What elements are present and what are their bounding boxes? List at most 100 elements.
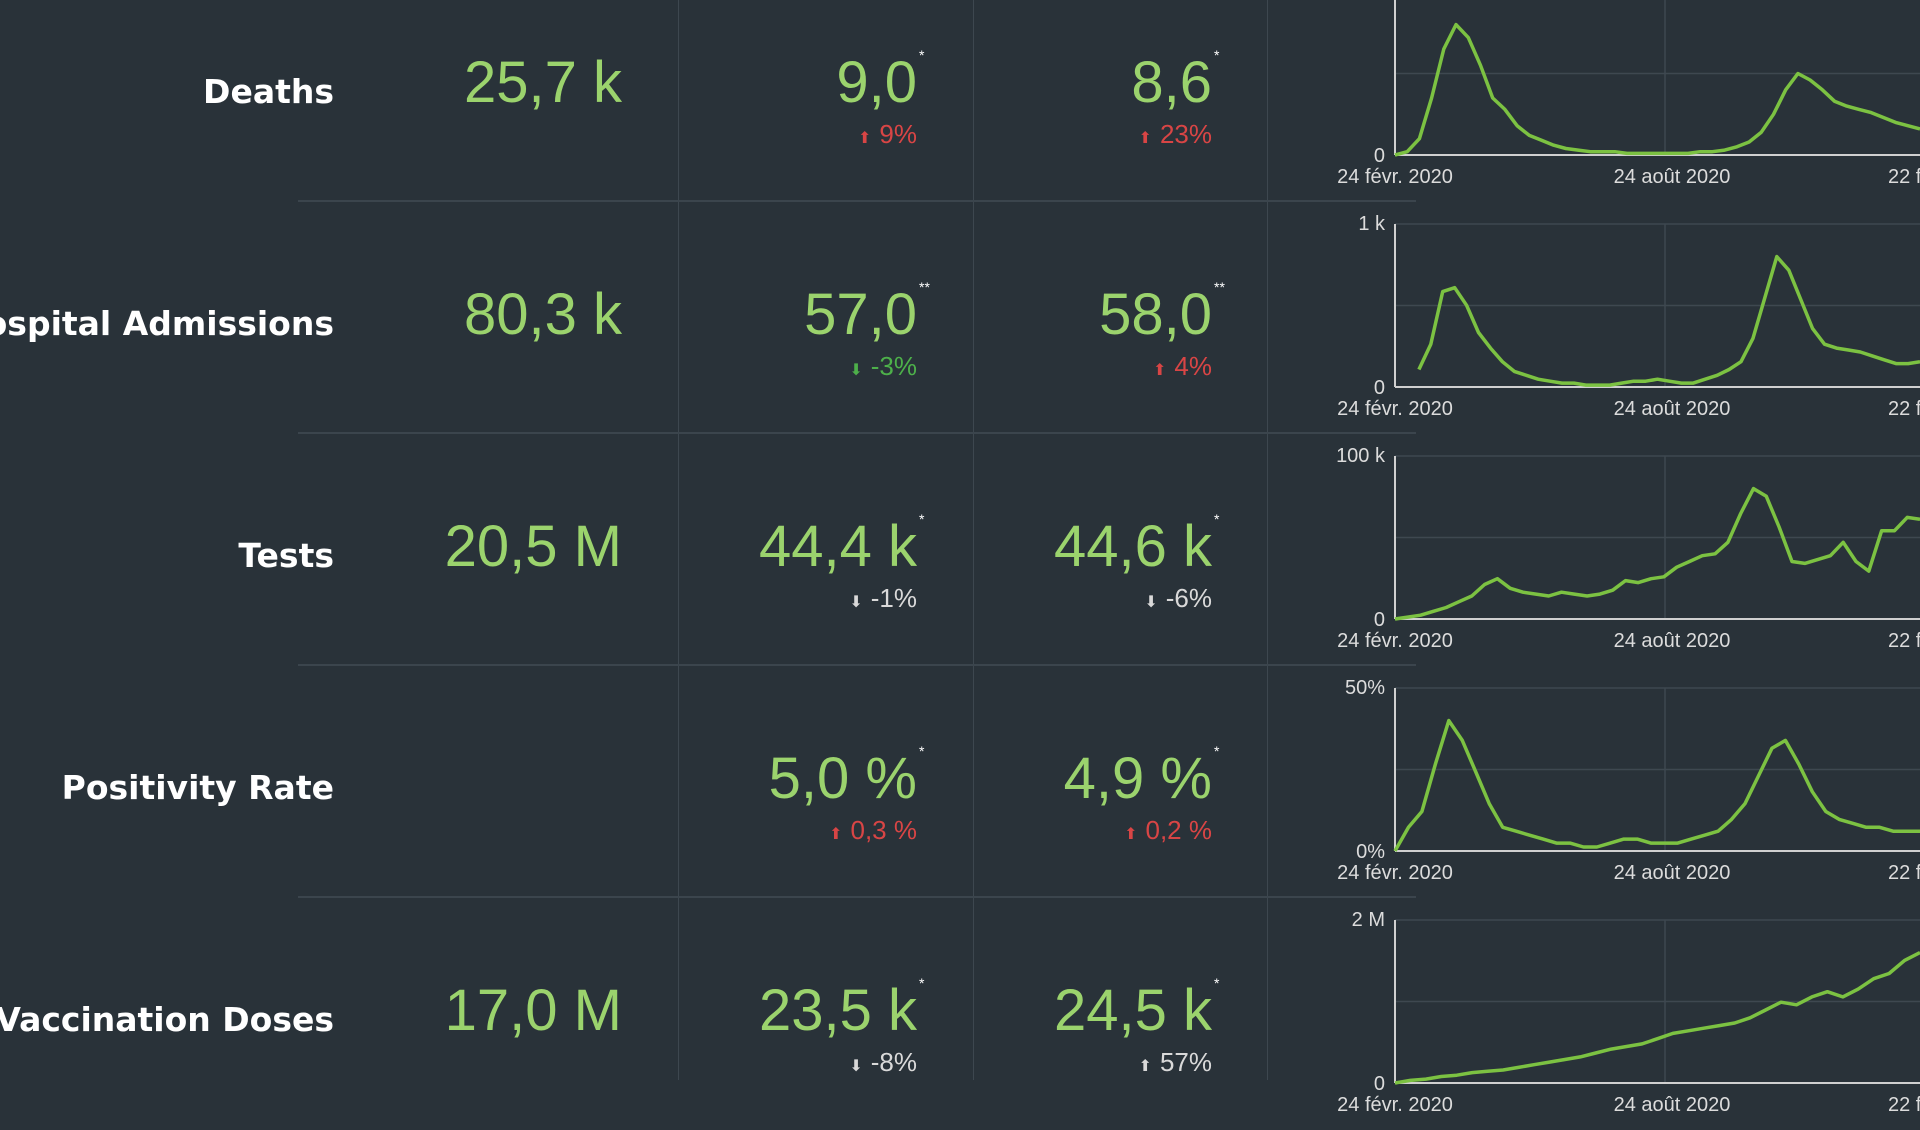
x-tick-label: 24 févr. 2020 bbox=[1337, 398, 1453, 420]
trend-line bbox=[1417, 254, 1920, 387]
indicator-daily-average: 4,9 % * ⬆ 0,2 % bbox=[968, 743, 1228, 884]
row-divider bbox=[298, 664, 1416, 666]
change-indicator: ⬇ -8% bbox=[849, 1046, 917, 1083]
indicator-weekly-average: 57,0 ** ⬇ -3% bbox=[673, 279, 933, 420]
arrow-up-icon: ⬆ bbox=[1138, 1058, 1152, 1075]
change-indicator: ⬆ 0,2 % bbox=[1124, 814, 1212, 851]
indicator-label: Tests bbox=[238, 536, 334, 575]
x-tick-label: 24 févr. 2020 bbox=[1337, 1094, 1453, 1116]
x-tick-label: 22 f bbox=[1888, 630, 1920, 652]
y-tick-label: 50% bbox=[1345, 677, 1385, 699]
arrow-down-icon: ⬇ bbox=[1144, 594, 1158, 611]
x-tick-label: 24 août 2020 bbox=[1614, 862, 1731, 884]
trend-line bbox=[1394, 486, 1920, 621]
change-value: 4% bbox=[1174, 351, 1212, 381]
x-tick-label: 22 f bbox=[1888, 862, 1920, 884]
x-tick-label: 24 févr. 2020 bbox=[1337, 630, 1453, 652]
footnote-mark: * bbox=[1214, 47, 1220, 63]
change-indicator: ⬆ 4% bbox=[1153, 350, 1212, 387]
indicator-weekly-average: 5,0 % * ⬆ 0,3 % bbox=[673, 743, 933, 884]
average-value: 8,6 bbox=[1131, 50, 1212, 115]
row-divider bbox=[298, 200, 1416, 202]
y-tick-label: 2 M bbox=[1352, 909, 1385, 931]
change-indicator: ⬆ 23% bbox=[1139, 118, 1212, 155]
average-value: 44,6 k bbox=[1054, 514, 1212, 579]
indicator-weekly-average: 23,5 k * ⬇ -8% bbox=[673, 975, 933, 1116]
change-value: 9% bbox=[879, 119, 917, 149]
x-tick-label: 24 août 2020 bbox=[1614, 630, 1731, 652]
y-tick-label: 0 bbox=[1374, 377, 1385, 399]
average-value: 9,0 bbox=[836, 50, 917, 115]
indicator-row: Vaccination Doses 17,0 M 23,5 k * ⬇ -8% 24,5 k… bbox=[0, 898, 1920, 1130]
footnote-mark: * bbox=[1214, 975, 1220, 991]
arrow-up-icon: ⬆ bbox=[1138, 130, 1152, 147]
change-value: -8% bbox=[870, 1047, 917, 1077]
average-value: 24,5 k bbox=[1054, 978, 1212, 1043]
indicator-label: Vaccination Doses bbox=[0, 1000, 334, 1039]
y-tick-label: 100 k bbox=[1336, 445, 1386, 467]
sparkline-chart: 2 M 024 févr. 2020 24 août 2020 22 f bbox=[1337, 909, 1920, 1116]
trend-line bbox=[1394, 22, 1920, 157]
column-divider-3 bbox=[1267, 0, 1268, 1080]
indicator-total: 17,0 M bbox=[444, 978, 622, 1043]
change-value: -1% bbox=[870, 583, 917, 613]
indicator-row: Deaths 25,7 k 9,0 * ⬆ 9% 8,6 * ⬆ 23% 0 24 févr. 202… bbox=[0, 0, 1920, 202]
indicator-label: Hospital Admissions bbox=[0, 304, 334, 343]
indicator-weekly-average: 44,4 k * ⬇ -1% bbox=[673, 511, 933, 652]
arrow-up-icon: ⬆ bbox=[858, 130, 872, 147]
change-indicator: ⬆ 0,3 % bbox=[829, 814, 917, 851]
x-tick-label: 24 févr. 2020 bbox=[1337, 166, 1453, 188]
change-value: -3% bbox=[870, 351, 917, 381]
footnote-mark: * bbox=[1214, 743, 1220, 759]
arrow-down-icon: ⬇ bbox=[849, 1058, 863, 1075]
y-tick-label: 0 bbox=[1374, 145, 1385, 167]
row-divider bbox=[298, 432, 1416, 434]
average-value: 4,9 % bbox=[1063, 746, 1212, 811]
footnote-mark: * bbox=[919, 511, 925, 527]
trend-line bbox=[1393, 718, 1920, 852]
y-tick-label: 0 bbox=[1374, 609, 1385, 631]
arrow-up-icon: ⬆ bbox=[829, 826, 843, 843]
indicator-total: 25,7 k bbox=[464, 50, 622, 115]
change-indicator: ⬇ -6% bbox=[1144, 582, 1212, 619]
x-tick-label: 22 f bbox=[1888, 1094, 1920, 1116]
change-value: 57% bbox=[1159, 1047, 1212, 1077]
y-tick-label: 0 bbox=[1374, 1073, 1385, 1095]
arrow-down-icon: ⬇ bbox=[849, 594, 863, 611]
average-value: 23,5 k bbox=[759, 978, 917, 1043]
change-indicator: ⬇ -3% bbox=[849, 350, 917, 387]
sparkline-chart: 024 févr. 2020 24 août 2020 22 f bbox=[1337, 0, 1920, 188]
indicator-total: 20,5 M bbox=[444, 514, 622, 579]
indicator-daily-average: 24,5 k * ⬆ 57% bbox=[968, 975, 1228, 1116]
arrow-up-icon: ⬆ bbox=[1153, 362, 1167, 379]
indicator-label: Deaths bbox=[203, 72, 334, 111]
average-value: 44,4 k bbox=[759, 514, 917, 579]
change-value: -6% bbox=[1165, 583, 1212, 613]
footnote-mark: * bbox=[919, 47, 925, 63]
sparkline-chart: 50% 0%24 févr. 2020 24 août 2020 22 f bbox=[1337, 677, 1920, 884]
average-value: 5,0 % bbox=[768, 746, 917, 811]
indicator-daily-average: 8,6 * ⬆ 23% bbox=[968, 47, 1228, 188]
indicator-daily-average: 44,6 k * ⬇ -6% bbox=[968, 511, 1228, 652]
footnote-mark: * bbox=[919, 743, 925, 759]
footnote-mark: * bbox=[919, 975, 925, 991]
footnote-mark: * bbox=[1214, 511, 1220, 527]
change-indicator: ⬇ -1% bbox=[849, 582, 917, 619]
change-value: 0,3 % bbox=[850, 815, 918, 845]
arrow-up-icon: ⬆ bbox=[1124, 826, 1138, 843]
footnote-mark: ** bbox=[919, 279, 930, 295]
sparkline-chart: 100 k 024 févr. 2020 24 août 2020 22 f bbox=[1336, 445, 1920, 652]
change-value: 23% bbox=[1159, 119, 1212, 149]
average-value: 58,0 bbox=[1099, 282, 1212, 347]
footnote-mark: ** bbox=[1214, 279, 1225, 295]
indicator-label: Positivity Rate bbox=[61, 768, 334, 807]
x-tick-label: 24 févr. 2020 bbox=[1337, 862, 1453, 884]
x-tick-label: 22 f bbox=[1888, 166, 1920, 188]
indicator-row: Positivity Rate 5,0 % * ⬆ 0,3 % 4,9 % * ⬆ 0,2 % 5… bbox=[0, 666, 1920, 898]
x-tick-label: 22 f bbox=[1888, 398, 1920, 420]
trend-line bbox=[1394, 951, 1920, 1085]
y-tick-label: 1 k bbox=[1358, 213, 1386, 235]
change-indicator: ⬆ 9% bbox=[858, 118, 917, 155]
